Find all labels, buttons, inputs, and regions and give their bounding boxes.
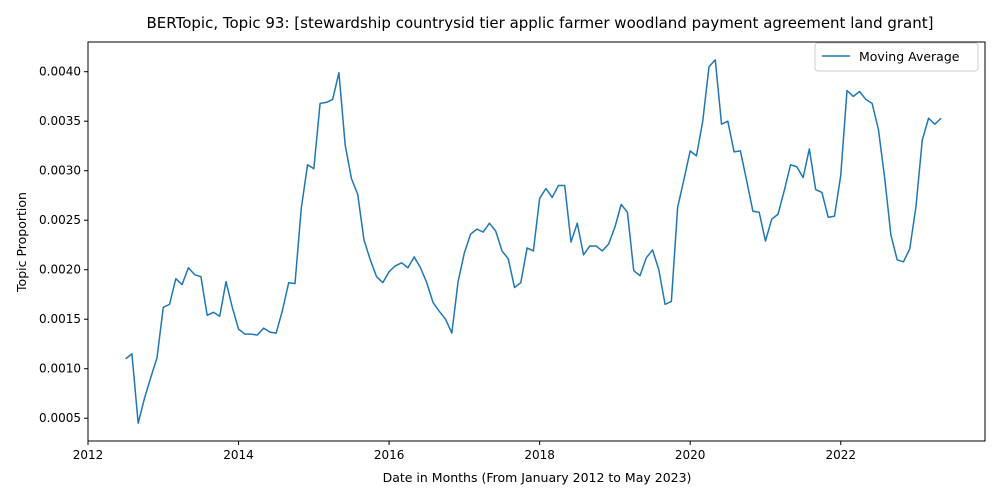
x-tick-label: 2014 — [223, 448, 254, 462]
y-tick-label: 0.0010 — [39, 362, 81, 376]
y-tick-label: 0.0020 — [39, 263, 81, 277]
legend-box — [814, 42, 979, 72]
legend-label-moving-average: Moving Average — [859, 49, 960, 64]
x-tick-label: 2022 — [825, 448, 856, 462]
legend: Moving Average — [814, 42, 979, 72]
y-axis: 0.0005 0.0010 0.0015 0.0020 0.0025 0.0030 0.00… — [39, 65, 88, 425]
y-tick-label: 0.0015 — [39, 312, 81, 326]
x-axis-title: Date in Months (From January 2012 to May… — [383, 470, 692, 485]
y-tick-label: 0.0035 — [39, 114, 81, 128]
x-axis: 2012 2014 2016 2018 2020 2022 — [73, 441, 856, 462]
y-tick-label: 0.0040 — [39, 65, 81, 79]
y-axis-title: Topic Proportion — [14, 192, 29, 293]
x-tick-label: 2020 — [675, 448, 706, 462]
y-tick-label: 0.0030 — [39, 164, 81, 178]
x-tick-label: 2018 — [524, 448, 555, 462]
plot-area-frame — [87, 41, 986, 442]
y-tick-label: 0.0025 — [39, 213, 81, 227]
chart-title: BERTopic, Topic 93: [stewardship country… — [147, 14, 934, 32]
x-tick-label: 2012 — [73, 448, 104, 462]
series-layer — [125, 59, 942, 424]
series-line-moving-average — [125, 59, 942, 424]
y-tick-label: 0.0005 — [39, 411, 81, 425]
x-tick-label: 2016 — [374, 448, 405, 462]
